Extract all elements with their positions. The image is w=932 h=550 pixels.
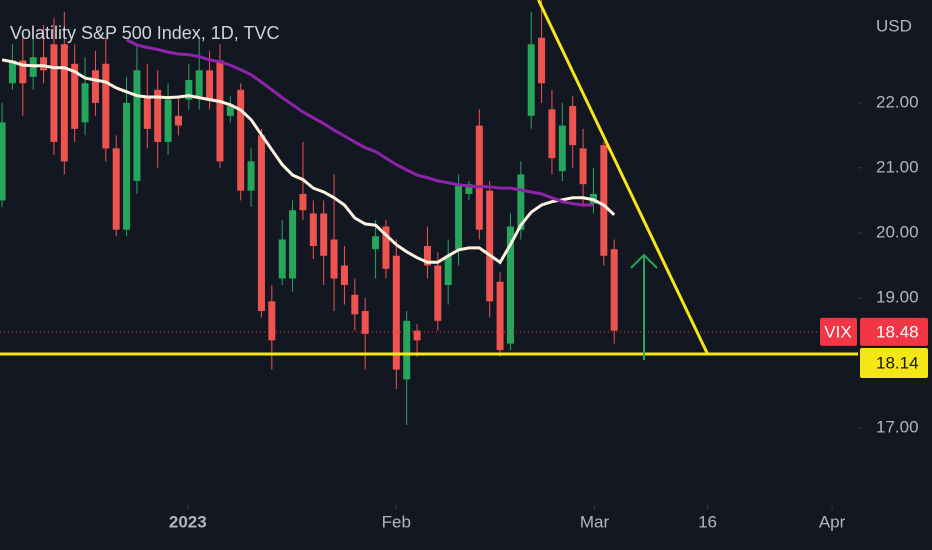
candle-body xyxy=(268,301,276,341)
candle-body xyxy=(102,63,110,149)
candle-body xyxy=(206,70,214,100)
candle-body xyxy=(247,161,255,191)
candle-body xyxy=(475,125,483,230)
trendline xyxy=(537,0,709,355)
chart-title: Volatility S&P 500 Index, 1D, TVC xyxy=(10,23,279,43)
arrow-annotation xyxy=(630,253,658,360)
y-tick-label: 17.00 xyxy=(876,418,919,437)
x-tick-label: Apr xyxy=(819,512,846,531)
y-tick-label: 20.00 xyxy=(876,222,919,241)
candle-body xyxy=(19,60,27,84)
candle-body xyxy=(123,102,131,230)
candle-body xyxy=(340,265,348,286)
candle-body xyxy=(569,106,577,146)
candle-body xyxy=(237,89,245,191)
last-price-label: 18.48 xyxy=(876,322,919,341)
candle-body xyxy=(278,239,286,279)
candle-body xyxy=(579,148,587,185)
moving-average xyxy=(1,58,616,265)
symbol-badge xyxy=(820,317,857,346)
candle-body xyxy=(351,294,359,315)
candle-body xyxy=(506,226,514,344)
candle-body xyxy=(60,44,68,162)
candle-body xyxy=(50,44,58,142)
candle-body xyxy=(40,57,48,71)
candle-body xyxy=(257,135,265,312)
level-label: 18.14 xyxy=(876,354,919,373)
candle-body xyxy=(216,60,224,162)
y-tick-label: 22.00 xyxy=(876,92,919,111)
candle-body xyxy=(548,109,556,159)
plot-area xyxy=(0,0,858,425)
last-price-badge xyxy=(860,317,928,346)
x-tick-label: 2023 xyxy=(169,512,207,531)
candle-body xyxy=(486,190,494,302)
candle-body xyxy=(558,125,566,172)
candle-body xyxy=(8,60,16,84)
candle-body xyxy=(600,145,608,256)
candle-body xyxy=(112,148,120,230)
candle-body xyxy=(361,311,369,334)
candle-body xyxy=(496,281,504,351)
candle-body xyxy=(444,255,452,286)
candle-body xyxy=(91,70,99,103)
candle-body xyxy=(392,255,400,370)
candle-body xyxy=(434,265,442,321)
candle-body xyxy=(195,70,203,97)
candle-body xyxy=(133,70,141,181)
candle-body xyxy=(154,89,162,142)
candle-body xyxy=(610,249,618,331)
candle-body xyxy=(299,193,307,211)
candle-body xyxy=(403,320,411,380)
candle-body xyxy=(226,106,234,116)
y-tick-label: 21.00 xyxy=(876,157,919,176)
candle-body xyxy=(185,80,193,100)
y-tick-label: 19.00 xyxy=(876,288,919,307)
candle-body xyxy=(164,99,172,142)
candle-body xyxy=(320,213,328,256)
candle-body xyxy=(289,210,297,279)
candle-body xyxy=(71,63,79,129)
candle-body xyxy=(413,330,421,341)
candle-body xyxy=(423,245,431,266)
candle-body xyxy=(81,83,89,123)
x-tick-label: 16 xyxy=(698,512,717,531)
level-badge xyxy=(860,348,928,379)
candle-body xyxy=(538,37,546,84)
symbol-label: VIX xyxy=(824,322,851,341)
candle-body xyxy=(455,184,463,250)
candle-body xyxy=(517,174,525,230)
moving-average xyxy=(125,38,594,207)
candle-body xyxy=(382,226,390,269)
candle-body xyxy=(527,44,535,116)
candle-body xyxy=(465,184,473,194)
candle-body xyxy=(330,239,338,279)
candle-body xyxy=(143,96,151,129)
candle-body xyxy=(372,236,380,250)
candle-body xyxy=(174,115,182,126)
x-tick-label: Feb xyxy=(382,512,411,531)
candle-body xyxy=(309,213,317,246)
currency-label: USD xyxy=(876,16,912,35)
candle-body xyxy=(0,122,6,201)
x-tick-label: Mar xyxy=(580,512,610,531)
